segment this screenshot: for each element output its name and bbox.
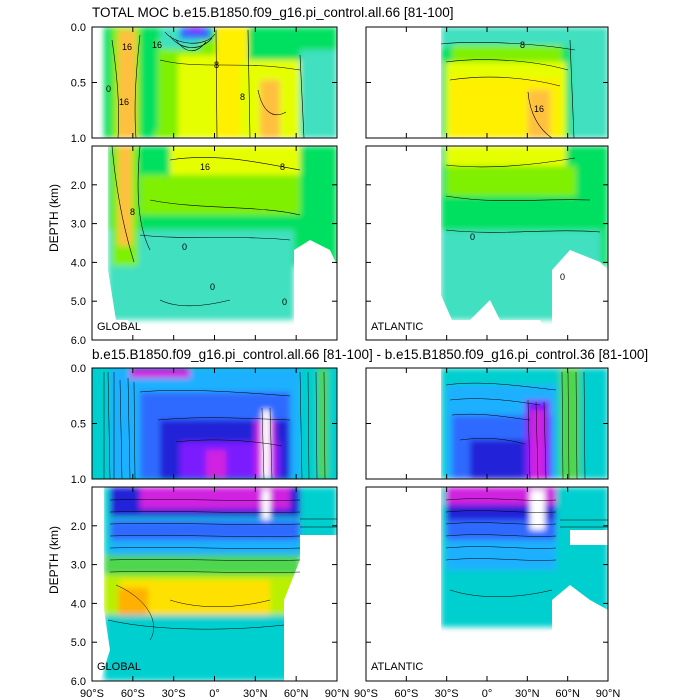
top-global-lower-field <box>92 146 337 340</box>
x-tick-label: 0° <box>209 688 220 700</box>
bottom-y-tick-label: 4.0 <box>71 598 86 610</box>
top-y-tick-label: 4.0 <box>71 257 86 269</box>
top-atlantic-lower-field <box>366 146 608 340</box>
bottom-global-upper-field <box>92 368 337 479</box>
top-atlantic-panel: ATLANTIC 16 8 0 0 <box>365 26 609 341</box>
contour-label: 8 <box>130 207 135 217</box>
contour-label: 16 <box>122 42 132 52</box>
contour-label: 0 <box>106 84 111 94</box>
x-tick-label: 60°N <box>555 688 580 700</box>
x-tick-label: 90°S <box>80 688 104 700</box>
x-tick-label: 90°S <box>354 688 378 700</box>
contour-label: 8 <box>240 92 245 102</box>
contour-label: 0 <box>182 242 187 252</box>
bottom-y-axis-label: DEPTH (km) <box>47 526 61 594</box>
bottom-y-tick-label: 5.0 <box>71 637 86 649</box>
top-y-tick-label: 6.0 <box>71 335 86 347</box>
bottom-global-lower-field <box>92 487 337 681</box>
x-tick-label: 30°S <box>435 688 459 700</box>
x-tick-label: 60°S <box>121 688 145 700</box>
x-tick-label: 60°S <box>394 688 418 700</box>
axes-layer: 0.0 0.5 1.0 2.0 3.0 4.0 5.0 6.0 0.0 0.5 1.0 2.0 3.0 4… <box>71 22 621 700</box>
top-atlantic-contour-labels: 16 8 0 0 <box>470 40 565 282</box>
bottom-figure-title: b.e15.B1850.f09_g16.pi_control.all.66 [8… <box>92 347 648 362</box>
bottom-atlantic-lower-field <box>366 487 608 681</box>
top-global-upper-field <box>92 27 337 138</box>
top-atlantic-upper-field <box>366 27 608 138</box>
top-y-axis-label: DEPTH (km) <box>47 184 61 252</box>
contour-label: 0 <box>282 297 287 307</box>
bottom-y-tick-label: 0.0 <box>71 363 86 375</box>
x-tick-label: 90°N <box>596 688 621 700</box>
bottom-y-tick-label: 2.0 <box>71 521 86 533</box>
top-y-tick-label: 0.0 <box>71 22 86 34</box>
top-figure-title: TOTAL MOC b.e15.B1850.f09_g16.pi_control… <box>92 5 453 20</box>
top-global-panel-label: GLOBAL <box>97 321 141 333</box>
bottom-atlantic-panel: ATLANTIC <box>365 367 609 682</box>
x-tick-label: 60°N <box>284 688 309 700</box>
contour-label: 8 <box>280 162 285 172</box>
contour-label: 0 <box>470 232 475 242</box>
contour-label: 0 <box>560 272 565 282</box>
x-tick-label: 30°S <box>162 688 186 700</box>
bottom-atlantic-panel-label: ATLANTIC <box>371 661 423 673</box>
bottom-y-tick-label: 1.0 <box>71 474 86 486</box>
contour-label: 0 <box>210 282 215 292</box>
x-tick-label: 0° <box>482 688 493 700</box>
top-global-contour-labels: 16 16 16 8 8 8 8 16 0 0 0 0 <box>106 40 287 307</box>
contour-label: 8 <box>520 40 525 50</box>
top-y-tick-label: 0.5 <box>71 78 86 90</box>
x-tick-label: 90°N <box>325 688 350 700</box>
bottom-y-tick-label: 3.0 <box>71 560 86 572</box>
top-atlantic-panel-label: ATLANTIC <box>371 321 423 333</box>
contour-label: 16 <box>119 97 129 107</box>
x-tick-label: 30°N <box>515 688 540 700</box>
contour-label: 16 <box>534 104 544 114</box>
bottom-y-tick-label: 0.5 <box>71 419 86 431</box>
contour-label: 8 <box>214 60 219 70</box>
bottom-global-panel: GLOBAL <box>91 367 338 682</box>
x-tick-label: 30°N <box>243 688 268 700</box>
top-y-tick-label: 1.0 <box>71 133 86 145</box>
top-global-panel: GLOBAL 16 16 16 8 8 8 8 16 0 0 0 0 <box>91 26 338 341</box>
bottom-atlantic-upper-field <box>366 368 608 479</box>
top-y-tick-label: 5.0 <box>71 296 86 308</box>
top-y-tick-label: 3.0 <box>71 219 86 231</box>
bottom-y-tick-label: 6.0 <box>71 676 86 688</box>
contour-label: 16 <box>152 40 162 50</box>
contour-label: 16 <box>200 162 210 172</box>
top-y-tick-label: 2.0 <box>71 180 86 192</box>
bottom-global-panel-label: GLOBAL <box>97 661 141 673</box>
